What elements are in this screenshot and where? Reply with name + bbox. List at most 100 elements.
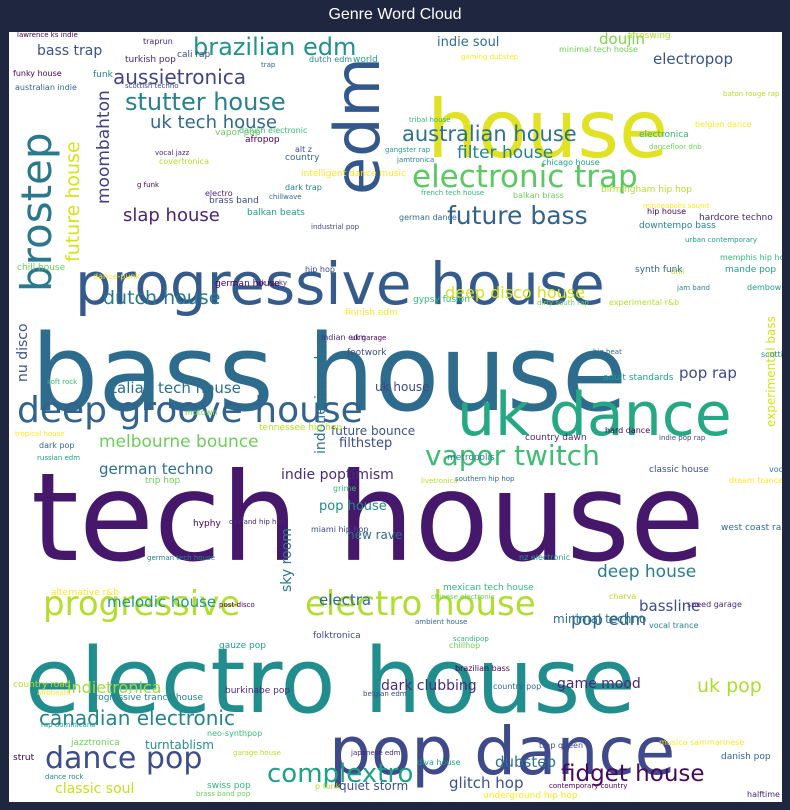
word: big beat xyxy=(593,348,622,356)
word: indie soul xyxy=(437,35,499,50)
word: drill xyxy=(671,268,684,276)
word: dubstep xyxy=(495,753,556,771)
word: metropolis xyxy=(447,453,495,463)
word: gangster rap xyxy=(385,146,431,154)
word: downtempo bass xyxy=(639,221,716,231)
word: uk tech house xyxy=(150,112,277,133)
word: german dance xyxy=(399,213,457,222)
word: folktronica xyxy=(313,631,361,641)
word: oakland hip hop xyxy=(229,518,286,526)
word: chill house xyxy=(17,263,66,273)
word: tribal house xyxy=(409,116,451,124)
word: future bass xyxy=(447,201,588,230)
word: vapor pop xyxy=(215,128,261,138)
word: swiss pop xyxy=(207,781,251,791)
word: deep disco house xyxy=(445,283,585,302)
word: melbourne bounce xyxy=(99,432,259,452)
word: garage house xyxy=(233,749,281,757)
word: gaming dubstep xyxy=(461,53,519,61)
word: trap queen xyxy=(539,741,583,750)
word: future bounce xyxy=(331,424,415,438)
word: funk xyxy=(93,70,114,80)
word: west coast rap xyxy=(721,523,782,533)
word: balkan brass xyxy=(513,191,564,200)
word: chinese electronic xyxy=(431,593,495,601)
word: scottish techno xyxy=(125,82,179,90)
word: cali rap xyxy=(177,50,211,60)
word: bass house xyxy=(31,312,627,435)
word: indian edm xyxy=(321,333,366,342)
word: scandipop xyxy=(453,635,489,643)
word: birmingham hip hop xyxy=(601,185,692,195)
word: burkinabe pop xyxy=(225,686,290,696)
word: mexican tech house xyxy=(443,583,534,593)
word: musica sammarinese xyxy=(659,738,744,747)
word: vocal trance xyxy=(649,621,698,630)
word: electropop xyxy=(653,50,733,68)
word: gypsy fusion xyxy=(413,295,470,305)
word: brazilian edm xyxy=(193,33,356,61)
word: french tech house xyxy=(421,189,484,197)
word: indonesian edm xyxy=(313,342,329,454)
word: dark trap xyxy=(285,183,322,192)
word: classic house xyxy=(649,465,709,475)
word: dark pop xyxy=(39,441,75,450)
word: scottish rock xyxy=(761,350,782,359)
word: stutter house xyxy=(125,88,286,116)
word: german tech house xyxy=(147,554,215,562)
word: uk pop xyxy=(697,675,762,697)
word: electronica xyxy=(639,130,689,140)
word: afropop xyxy=(245,135,280,145)
word: gauze pop xyxy=(219,641,266,651)
word: turntablism xyxy=(145,738,214,752)
word: dembow xyxy=(747,283,782,292)
word: sky room xyxy=(279,528,295,592)
word: deep groove house xyxy=(17,390,363,431)
word: world xyxy=(353,55,378,65)
word: grime xyxy=(333,484,356,493)
word: quiet storm xyxy=(339,779,408,793)
word: ambient house xyxy=(415,618,467,626)
word: brazilian bass xyxy=(455,664,510,673)
word: german techno xyxy=(99,460,213,478)
word: livetronica xyxy=(421,477,458,485)
word: danish pop xyxy=(721,752,771,762)
word: new rave xyxy=(347,528,402,542)
word: turkish pop xyxy=(125,55,176,65)
word: moombahton xyxy=(94,90,114,204)
word: minimal tech house xyxy=(559,45,638,54)
word: australian indie xyxy=(15,83,77,92)
word: pop edm xyxy=(571,610,646,630)
word: hardcore techno xyxy=(699,213,773,223)
word: dance rock xyxy=(45,773,84,781)
word: miami hip hop xyxy=(311,525,368,534)
word: vocal house xyxy=(769,465,782,474)
word: indietronica xyxy=(67,678,162,697)
word: charva xyxy=(609,592,636,601)
word: dream trance xyxy=(729,476,782,485)
word: mande pop xyxy=(725,265,776,275)
word: trap xyxy=(261,61,276,69)
word: intelligent dance music xyxy=(301,169,406,179)
word: minimal techno xyxy=(553,612,646,626)
word: uk garage xyxy=(351,334,386,342)
word: canadian electronic xyxy=(39,706,235,730)
word: bassline xyxy=(639,597,700,615)
word: synth funk xyxy=(635,265,683,275)
word: baton rouge rap xyxy=(723,90,780,98)
word: jamtronica xyxy=(396,156,434,164)
word: pop house xyxy=(319,499,387,514)
word: balkan beats xyxy=(247,208,305,218)
word: brostep xyxy=(12,132,61,292)
word: brass band xyxy=(209,196,259,206)
word: country xyxy=(285,153,320,163)
word: game mood xyxy=(557,676,641,692)
word-cloud: tech house bass house electro house house ed… xyxy=(9,32,782,802)
word: pop rap xyxy=(679,364,737,382)
word: electronic trap xyxy=(412,159,638,195)
word: dark clubbing xyxy=(381,678,477,694)
word: afroswing xyxy=(627,32,671,41)
word: vocal jazz xyxy=(155,149,190,157)
word: progressive house xyxy=(75,250,605,318)
